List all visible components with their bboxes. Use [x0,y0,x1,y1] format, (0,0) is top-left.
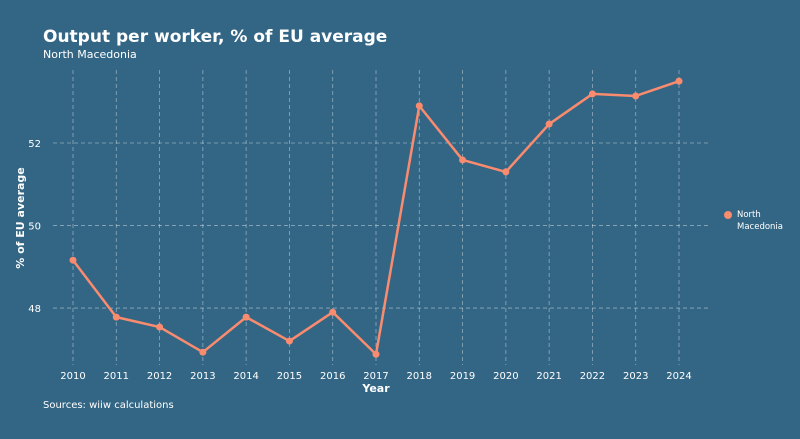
data-point [242,313,250,321]
chart-subtitle: North Macedonia [43,48,137,61]
data-point [632,92,640,100]
y-tick-label: 50 [28,222,41,233]
x-tick-label: 2024 [666,371,691,382]
x-tick-label: 2014 [233,371,258,382]
x-tick-label: 2017 [363,371,388,382]
data-point [199,348,207,356]
x-tick-label: 2010 [60,371,85,382]
source-note: Sources: wiiw calculations [43,400,174,411]
x-tick-label: 2012 [147,371,172,382]
data-point [156,323,164,331]
chart-title: Output per worker, % of EU average [43,27,388,47]
data-point [329,308,337,316]
x-tick-label: 2016 [320,371,345,382]
legend-swatch [724,211,732,219]
x-tick-label: 2021 [536,371,561,382]
data-point [285,337,293,345]
x-tick-label: 2020 [493,371,518,382]
data-point [545,120,553,128]
y-axis-label: % of EU average [14,167,27,269]
x-axis-label: Year [361,382,390,395]
x-tick-label: 2015 [277,371,302,382]
x-tick-label: 2023 [623,371,648,382]
data-point [112,313,120,321]
y-tick-label: 52 [28,139,41,150]
data-point [459,156,467,164]
data-point [675,77,683,85]
x-tick-label: 2013 [190,371,215,382]
data-point [588,90,596,98]
x-tick-label: 2018 [407,371,432,382]
x-tick-label: 2011 [104,371,129,382]
y-tick-label: 48 [28,304,41,315]
data-point [372,350,380,358]
legend-label: North Macedonia [737,210,783,232]
x-tick-label: 2022 [580,371,605,382]
x-tick-label: 2019 [450,371,475,382]
data-point [415,102,423,110]
data-point [69,256,77,264]
data-point [502,168,510,176]
legend: North Macedonia [724,209,783,233]
